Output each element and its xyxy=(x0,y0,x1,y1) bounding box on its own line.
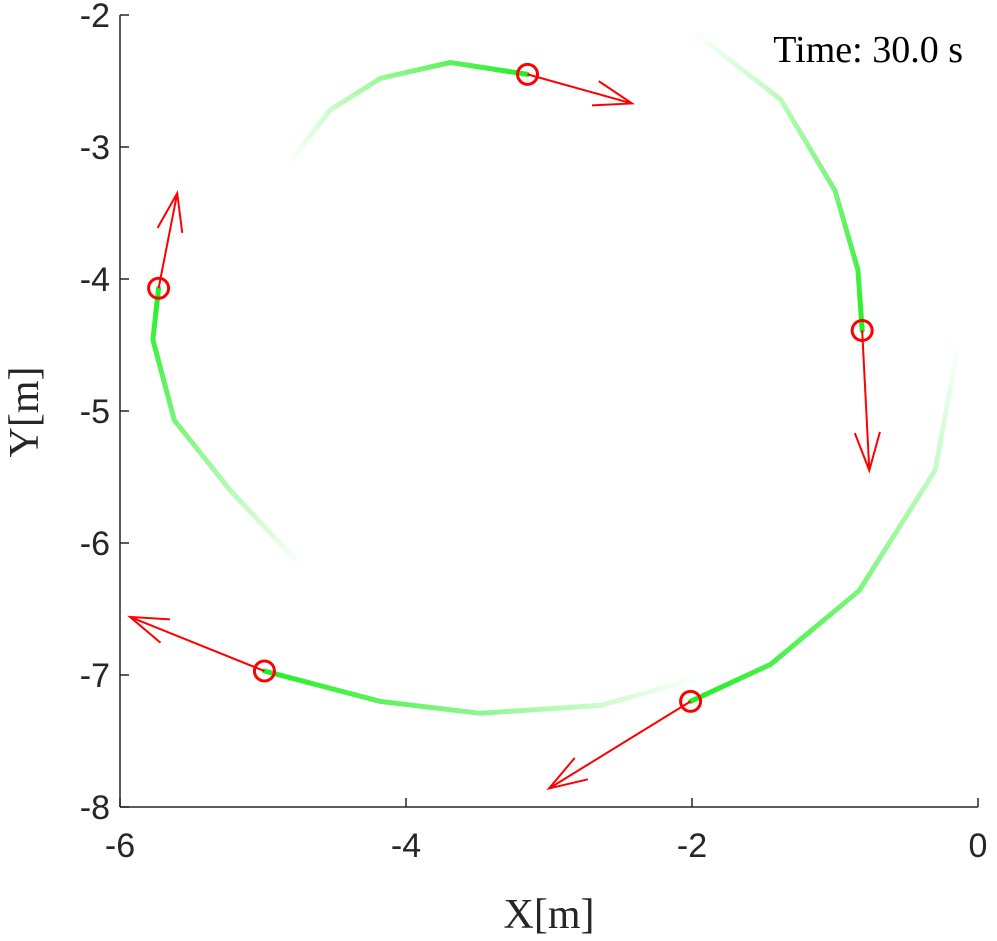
heading-arrow xyxy=(546,700,692,791)
trail xyxy=(284,60,530,168)
trail xyxy=(688,337,962,704)
y-tick-label: -5 xyxy=(80,393,110,431)
trail xyxy=(688,27,865,333)
x-tick-label: -2 xyxy=(677,827,707,865)
x-tick-label: 0 xyxy=(969,827,988,865)
heading-arrow xyxy=(127,615,265,672)
trail xyxy=(150,285,307,572)
y-tick-label: -6 xyxy=(80,525,110,563)
agent-marker xyxy=(850,318,874,342)
y-axis-label: Y[m] xyxy=(2,367,48,458)
agent-marker xyxy=(252,659,276,683)
y-tick-label: -8 xyxy=(80,789,110,827)
heading-arrow xyxy=(527,73,636,107)
y-tick-label: -3 xyxy=(80,129,110,167)
y-tick-label: -2 xyxy=(80,0,110,35)
heading-arrow xyxy=(156,190,184,289)
agent-marker xyxy=(516,62,540,86)
y-tick-label: -7 xyxy=(80,657,110,695)
heading-arrow xyxy=(853,330,881,474)
trail xyxy=(261,668,704,716)
x-tick-label: -4 xyxy=(391,827,421,865)
agent-marker xyxy=(679,689,703,713)
agent-marker xyxy=(147,276,171,300)
x-tick-label: -6 xyxy=(105,827,135,865)
y-tick-label: -4 xyxy=(80,261,110,299)
time-annotation: Time: 30.0 s xyxy=(773,29,963,71)
x-axis-label: X[m] xyxy=(504,892,595,938)
